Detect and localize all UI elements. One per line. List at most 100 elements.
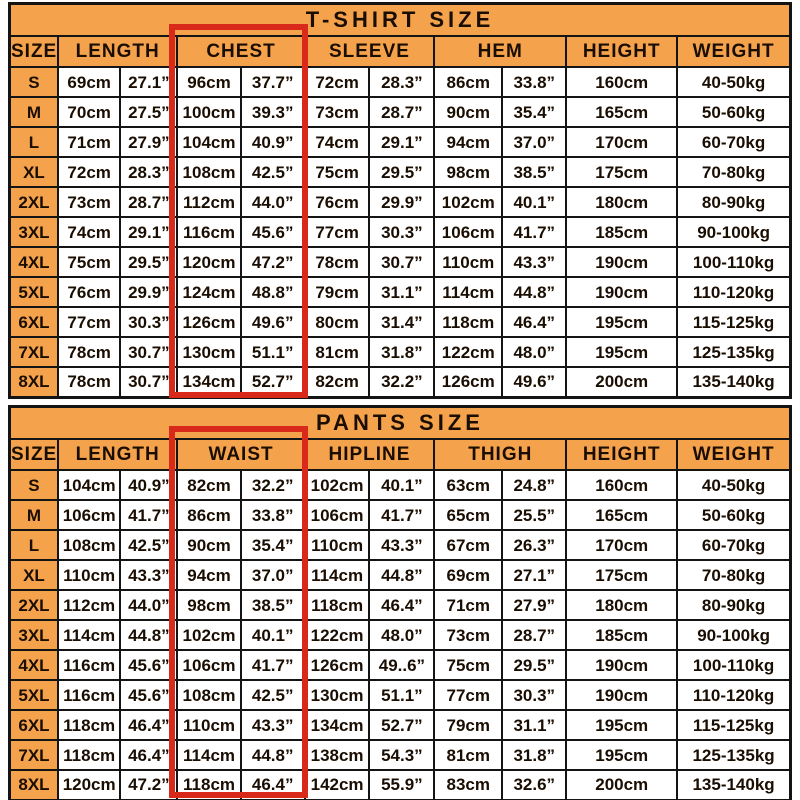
measurement-cell: 45.6” [239,216,306,248]
measurement-cell: 44.8” [119,619,179,651]
tshirt-size-section: T-SHIRT SIZE SIZE LENGTH CHEST SLEEVE HEM HEI… [8,2,792,399]
measurement-cell: 44.0” [239,186,306,218]
measurement-cell: 40.9” [119,469,179,501]
measurement-cell: 110cm [56,559,122,591]
measurement-cell: 110-120kg [676,276,792,308]
measurement-cell: 79cm [433,709,504,741]
measurement-cell: 77cm [433,679,504,711]
row-size-label: 4XL [8,246,59,278]
measurement-cell: 94cm [176,559,242,591]
measurement-cell: 27.9” [119,126,179,158]
measurement-cell: 116cm [56,649,122,681]
measurement-cell: 51.1” [368,679,436,711]
measurement-cell: 114cm [303,559,371,591]
measurement-cell: 31.8” [368,336,436,368]
table-row: XL 110cm 43.3” 94cm 37.0” 114cm 44.8” 69cm 27.1”… [8,559,792,591]
measurement-cell: 37.7” [239,66,306,98]
table-row: M 70cm 27.5” 100cm 39.3” 73cm 28.7” 90cm 35.4” 16… [8,96,792,128]
row-size-label: 5XL [8,679,59,711]
column-header-row: SIZE LENGTH WAIST HIPLINE THIGH HEIGHT WEIGHT [8,438,792,471]
measurement-cell: 28.7” [368,96,436,128]
measurement-cell: 31.8” [501,739,568,771]
measurement-cell: 44.8” [239,739,306,771]
measurement-cell: 33.8” [239,499,306,531]
measurement-cell: 200cm [565,366,679,398]
table-row: 8XL 78cm 30.7” 134cm 52.7” 82cm 32.2” 126cm 49.6… [8,366,792,398]
measurement-cell: 49.6” [501,366,568,398]
column-header-weight: WEIGHT [676,35,792,68]
pants-size-table: PANTS SIZE SIZE LENGTH WAIST HIPLINE THIGH HE… [8,405,792,800]
tshirt-table-body: S 69cm 27.1” 96cm 37.7” 72cm 28.3” 86cm 33.8” 160… [8,66,792,398]
measurement-cell: 112cm [176,186,242,218]
measurement-cell: 28.3” [368,66,436,98]
column-header-size: SIZE [8,438,59,471]
measurement-cell: 195cm [565,336,679,368]
measurement-cell: 42.5” [239,156,306,188]
row-size-label: 3XL [8,619,59,651]
measurement-cell: 29.5” [368,156,436,188]
measurement-cell: 130cm [176,336,242,368]
measurement-cell: 106cm [303,499,371,531]
measurement-cell: 195cm [565,739,679,771]
measurement-cell: 135-140kg [676,366,792,398]
measurement-cell: 77cm [303,216,371,248]
table-row: S 104cm 40.9” 82cm 32.2” 102cm 40.1” 63cm 24.8” 1… [8,469,792,501]
measurement-cell: 170cm [565,126,679,158]
pants-size-section: PANTS SIZE SIZE LENGTH WAIST HIPLINE THIGH HE… [8,405,792,800]
measurement-cell: 135-140kg [676,769,792,800]
measurement-cell: 80cm [303,306,371,338]
column-header-waist: WAIST [176,438,306,471]
measurement-cell: 43.3” [119,559,179,591]
row-size-label: XL [8,156,59,188]
measurement-cell: 41.7” [239,649,306,681]
measurement-cell: 46.4” [239,769,306,800]
measurement-cell: 28.7” [119,186,179,218]
column-header-height: HEIGHT [565,35,679,68]
measurement-cell: 81cm [433,739,504,771]
measurement-cell: 81cm [303,336,371,368]
measurement-cell: 180cm [565,589,679,621]
measurement-cell: 73cm [56,186,122,218]
measurement-cell: 32.6” [501,769,568,800]
measurement-cell: 32.2” [239,469,306,501]
table-row: 4XL 75cm 29.5” 120cm 47.2” 78cm 30.7” 110cm 43.3… [8,246,792,278]
measurement-cell: 46.4” [501,306,568,338]
measurement-cell: 104cm [56,469,122,501]
measurement-cell: 106cm [56,499,122,531]
measurement-cell: 124cm [176,276,242,308]
row-size-label: 5XL [8,276,59,308]
measurement-cell: 37.0” [239,559,306,591]
measurement-cell: 100cm [176,96,242,128]
measurement-cell: 175cm [565,559,679,591]
measurement-cell: 30.7” [119,336,179,368]
measurement-cell: 27.5” [119,96,179,128]
measurement-cell: 41.7” [119,499,179,531]
measurement-cell: 200cm [565,769,679,800]
measurement-cell: 43.3” [501,246,568,278]
measurement-cell: 120cm [56,769,122,800]
measurement-cell: 33.8” [501,66,568,98]
measurement-cell: 104cm [176,126,242,158]
measurement-cell: 63cm [433,469,504,501]
measurement-cell: 78cm [303,246,371,278]
measurement-cell: 27.1” [119,66,179,98]
row-size-label: 7XL [8,336,59,368]
measurement-cell: 125-135kg [676,739,792,771]
measurement-cell: 138cm [303,739,371,771]
measurement-cell: 108cm [176,156,242,188]
table-row: 2XL 73cm 28.7” 112cm 44.0” 76cm 29.9” 102cm 40.1… [8,186,792,218]
measurement-cell: 25.5” [501,499,568,531]
table-row: M 106cm 41.7” 86cm 33.8” 106cm 41.7” 65cm 25.5” 1… [8,499,792,531]
measurement-cell: 76cm [303,186,371,218]
measurement-cell: 126cm [176,306,242,338]
measurement-cell: 94cm [433,126,504,158]
measurement-cell: 80-90kg [676,186,792,218]
measurement-cell: 48.8” [239,276,306,308]
row-size-label: 8XL [8,769,59,800]
tshirt-table-title: T-SHIRT SIZE [8,2,792,37]
measurement-cell: 106cm [433,216,504,248]
measurement-cell: 35.4” [239,529,306,561]
measurement-cell: 122cm [433,336,504,368]
measurement-cell: 29.9” [368,186,436,218]
